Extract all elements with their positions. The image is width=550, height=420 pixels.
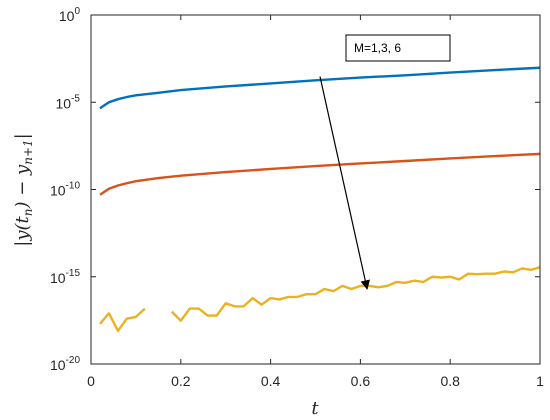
plot-frame: [90, 14, 541, 365]
annotation-box: [345, 34, 451, 62]
series-line-1: [99, 66, 541, 110]
y-tick-label: 10-10: [50, 181, 80, 199]
x-tick-label: 0.8: [440, 373, 460, 389]
series-layer: [99, 66, 541, 332]
y-tick-label: 10-20: [50, 355, 80, 373]
y-tick-label: 10-5: [56, 93, 81, 111]
series-line-2: [99, 152, 541, 196]
x-tick-label: 0: [87, 373, 95, 389]
annotation-label: M=1,3, 6: [354, 41, 401, 55]
annotation-arrow: [319, 76, 370, 290]
x-axis-label: t: [311, 398, 319, 419]
series-line-3: [99, 266, 541, 332]
x-tick-label: 0.4: [261, 373, 281, 389]
plot-background: [91, 15, 540, 364]
x-tick-label: 0.6: [351, 373, 371, 389]
y-tick-label: 100: [59, 6, 81, 24]
svg-text:|y(tn) − yn+1|: |y(tn) − yn+1|: [12, 133, 35, 246]
y-tick-label: 10-15: [50, 268, 80, 286]
x-tick-label: 0.2: [171, 373, 191, 389]
y-axis-label: |y(tn) − yn+1|: [12, 133, 35, 246]
x-tick-label: 1: [536, 373, 544, 389]
annotation-layer: M=1,3, 6: [319, 34, 451, 290]
